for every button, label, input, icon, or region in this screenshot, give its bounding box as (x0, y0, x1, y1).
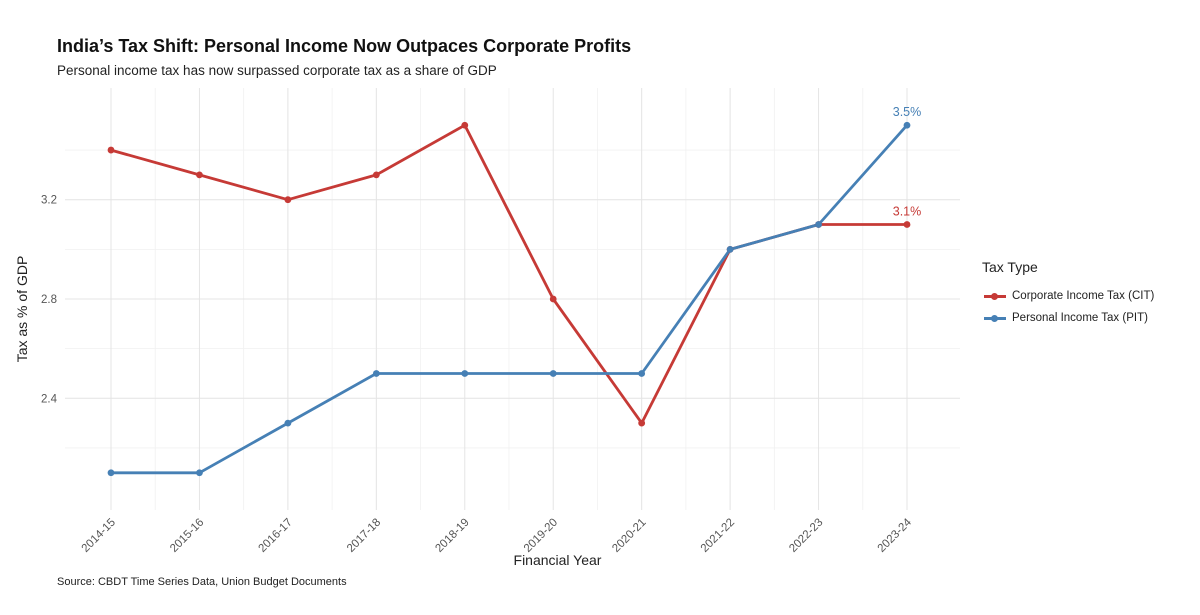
legend-item-cit: Corporate Income Tax (CIT) (982, 285, 1154, 307)
data-point-1 (815, 221, 822, 228)
legend-point-pit (991, 315, 998, 322)
data-point-1 (461, 370, 469, 377)
x-tick-label: 2021-22 (699, 517, 737, 555)
data-point-1 (107, 469, 115, 477)
chart-title: India’s Tax Shift: Personal Income Now O… (57, 36, 632, 56)
legend-label-cit: Corporate Income Tax (CIT) (1012, 290, 1155, 302)
data-point-1 (903, 121, 911, 129)
x-axis-label: Financial Year (514, 552, 602, 568)
y-axis-label: Tax as % of GDP (14, 256, 30, 363)
legend-point-cit (991, 293, 998, 300)
data-point-0 (903, 221, 911, 228)
data-point-0 (549, 295, 557, 303)
legend-item-pit: Personal Income Tax (PIT) (982, 307, 1154, 329)
data-point-0 (196, 171, 203, 179)
data-point-1 (638, 370, 646, 377)
data-point-0 (638, 419, 646, 427)
data-point-1 (549, 370, 557, 377)
x-tick-label: 2015-16 (168, 517, 206, 555)
x-tick-label: 2016-17 (257, 517, 295, 555)
data-point-1 (726, 245, 734, 253)
data-point-1 (196, 469, 203, 477)
data-point-0 (372, 171, 380, 179)
x-tick-label: 2019-20 (522, 517, 560, 555)
legend-label-pit: Personal Income Tax (PIT) (1012, 312, 1148, 324)
x-tick-label: 2017-18 (345, 517, 383, 555)
y-tick-label: 2.4 (41, 393, 58, 405)
end-data-label-0: 3.1% (893, 205, 922, 219)
data-point-0 (284, 196, 292, 204)
end-data-label-1: 3.5% (893, 105, 922, 119)
chart-subtitle: Personal income tax has now surpassed co… (57, 63, 497, 78)
x-tick-label: 2023-24 (876, 516, 915, 555)
x-tick-label: 2020-21 (610, 517, 648, 555)
legend-key-pit (982, 311, 1008, 325)
data-point-1 (372, 370, 380, 377)
x-tick-label: 2018-19 (433, 517, 471, 555)
data-point-1 (284, 419, 292, 427)
data-point-0 (461, 121, 469, 129)
x-tick-label: 2022-23 (787, 517, 825, 555)
data-point-0 (107, 146, 115, 154)
legend: Tax Type Corporate Income Tax (CIT) Pers… (982, 259, 1154, 329)
y-tick-label: 2.8 (41, 294, 57, 306)
legend-title: Tax Type (982, 259, 1038, 275)
x-tick-label: 2014-15 (80, 517, 118, 555)
series-line-1 (109, 123, 909, 475)
chart-caption: Source: CBDT Time Series Data, Union Bud… (57, 576, 347, 588)
legend-key-cit (982, 289, 1008, 303)
y-tick-label: 3.2 (41, 195, 57, 207)
